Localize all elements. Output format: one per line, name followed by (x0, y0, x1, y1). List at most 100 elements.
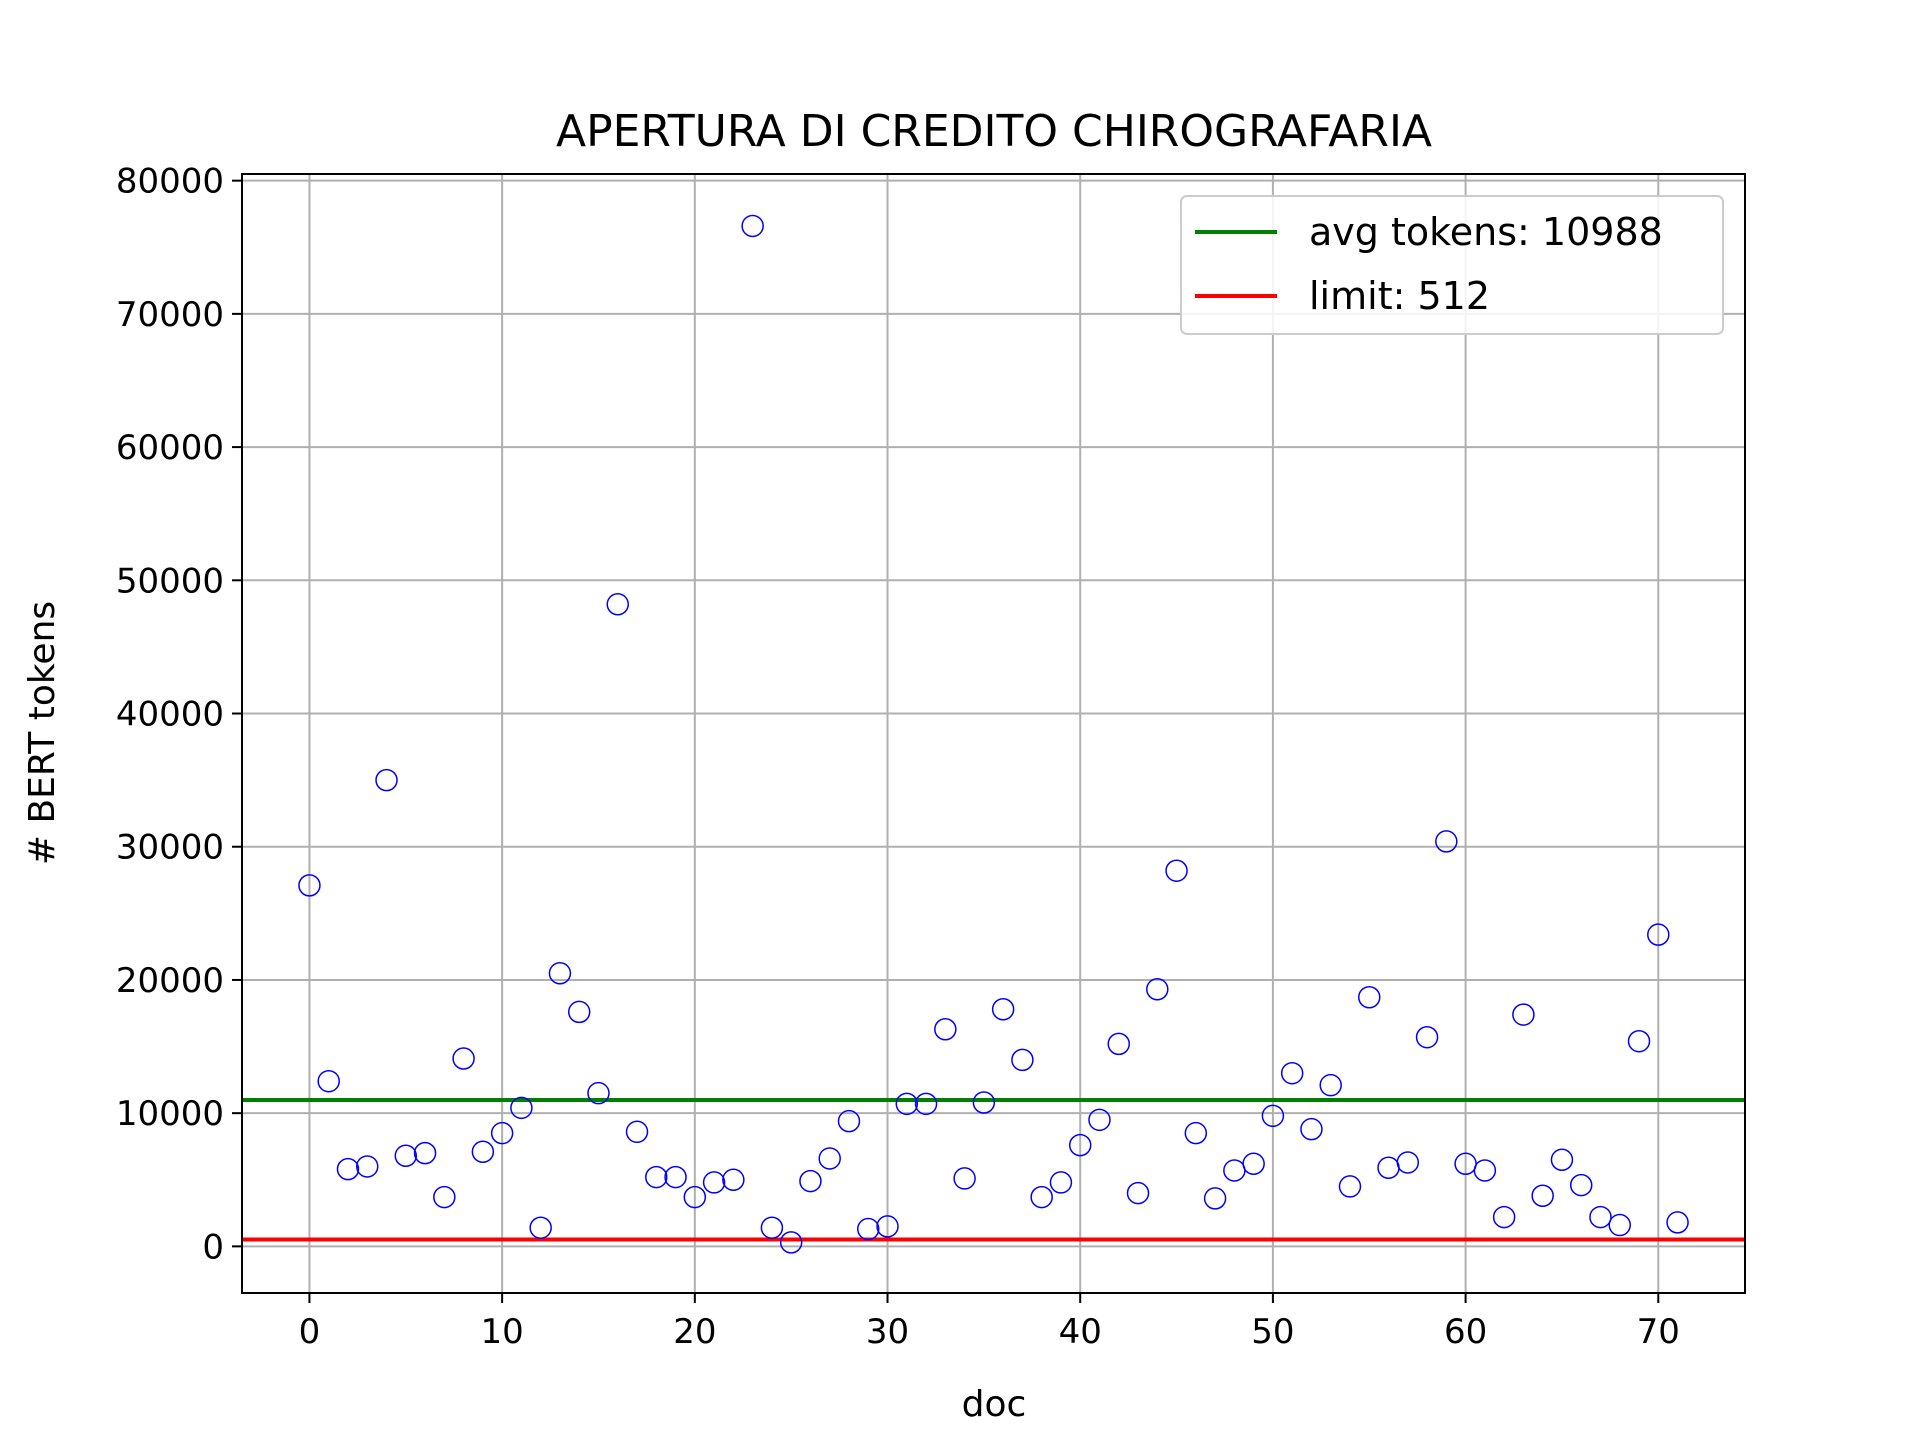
data-point (587, 1081, 610, 1105)
y-tick-label: 20000 (116, 961, 224, 1001)
x-tick-label: 30 (866, 1312, 909, 1352)
data-point (1107, 1032, 1130, 1056)
y-tick-label: 30000 (116, 828, 224, 868)
x-tick-label: 20 (673, 1312, 716, 1352)
data-point (818, 1147, 841, 1170)
legend-label: limit: 512 (1309, 274, 1490, 318)
data-point (1377, 1156, 1400, 1180)
data-point (606, 593, 629, 616)
data-point (1203, 1187, 1227, 1210)
data-point (645, 1165, 668, 1189)
data-point (433, 1185, 456, 1209)
data-point (1473, 1159, 1497, 1182)
data-point (548, 962, 572, 985)
data-point (876, 1215, 899, 1238)
legend-label: avg tokens: 10988 (1309, 210, 1663, 254)
data-point (722, 1168, 745, 1192)
data-point (1088, 1108, 1111, 1132)
data-point (1126, 1181, 1150, 1205)
data-point (1261, 1104, 1285, 1128)
data-point (1223, 1159, 1246, 1182)
data-point (1184, 1121, 1208, 1145)
x-tick-label: 0 (299, 1312, 321, 1352)
data-point (1300, 1117, 1323, 1141)
data-point (394, 1144, 418, 1168)
data-point (1338, 1175, 1362, 1198)
y-axis-ticks: 0 10000 20000 30000 40000 50000 60000 70000 8000… (116, 162, 242, 1267)
data-point (934, 1017, 957, 1041)
data-point (1146, 978, 1169, 1001)
data-point (1512, 1003, 1535, 1026)
data-point (1358, 986, 1381, 1009)
data-point (356, 1155, 379, 1178)
data-point (991, 998, 1015, 1021)
data-point (1242, 1152, 1265, 1176)
data-point (1627, 1029, 1651, 1053)
data-point (1550, 1148, 1574, 1172)
x-tick-label: 60 (1444, 1312, 1487, 1352)
data-point (1049, 1171, 1073, 1194)
data-point (490, 1121, 514, 1145)
data-point (1589, 1205, 1612, 1229)
data-point (471, 1140, 495, 1164)
y-tick-label: 70000 (116, 295, 224, 335)
y-tick-label: 40000 (116, 695, 224, 735)
legend-box (1180, 195, 1724, 335)
data-point (972, 1091, 996, 1114)
grid (242, 174, 1745, 1293)
y-tick-label: 10000 (116, 1094, 224, 1134)
y-tick-label: 0 (202, 1227, 224, 1267)
data-point (567, 1000, 591, 1024)
data-point (1647, 923, 1670, 946)
data-point (702, 1171, 726, 1194)
data-point (857, 1217, 880, 1241)
data-point (799, 1169, 822, 1193)
data-point (1011, 1048, 1034, 1072)
data-point (683, 1185, 707, 1209)
y-axis-title: # BERT tokens (22, 601, 63, 865)
data-point (895, 1092, 919, 1116)
y-tick-label: 60000 (116, 428, 224, 468)
data-point (1068, 1133, 1092, 1157)
data-point (1492, 1205, 1516, 1229)
x-tick-label: 70 (1637, 1312, 1680, 1352)
x-tick-label: 50 (1251, 1312, 1294, 1352)
x-axis-title: doc (962, 1384, 1027, 1425)
data-point (1569, 1173, 1593, 1197)
data-point (741, 214, 764, 238)
data-point (452, 1047, 475, 1070)
data-point (1319, 1073, 1342, 1097)
legend: avg tokens: 10988 limit: 512 (1180, 195, 1724, 335)
data-points (298, 214, 1689, 1254)
data-point (625, 1120, 649, 1144)
data-point (336, 1157, 360, 1181)
data-point (1396, 1151, 1420, 1174)
data-point (1415, 1025, 1439, 1049)
data-point (914, 1092, 938, 1116)
data-point (298, 874, 321, 897)
data-point (317, 1069, 340, 1093)
reference-lines (242, 1097, 1745, 1242)
data-point (413, 1141, 437, 1165)
data-point (1666, 1211, 1689, 1234)
x-axis-ticks: 0 10 20 30 40 50 60 70 (299, 1293, 1680, 1352)
data-point (837, 1109, 861, 1133)
data-point (779, 1231, 803, 1254)
y-tick-label: 80000 (116, 162, 224, 202)
chart-title: APERTURA DI CREDITO CHIROGRAFARIA (556, 106, 1432, 157)
data-point (1030, 1185, 1053, 1209)
data-point (1435, 830, 1458, 853)
data-point (760, 1216, 784, 1239)
data-point (1608, 1213, 1631, 1237)
data-point (375, 768, 398, 792)
x-tick-label: 40 (1059, 1312, 1102, 1352)
y-tick-label: 50000 (116, 561, 224, 601)
data-point (1531, 1184, 1554, 1208)
data-point (953, 1167, 976, 1190)
data-point (529, 1216, 552, 1239)
data-point (664, 1165, 687, 1189)
x-tick-label: 10 (481, 1312, 524, 1352)
data-point (1165, 859, 1188, 882)
